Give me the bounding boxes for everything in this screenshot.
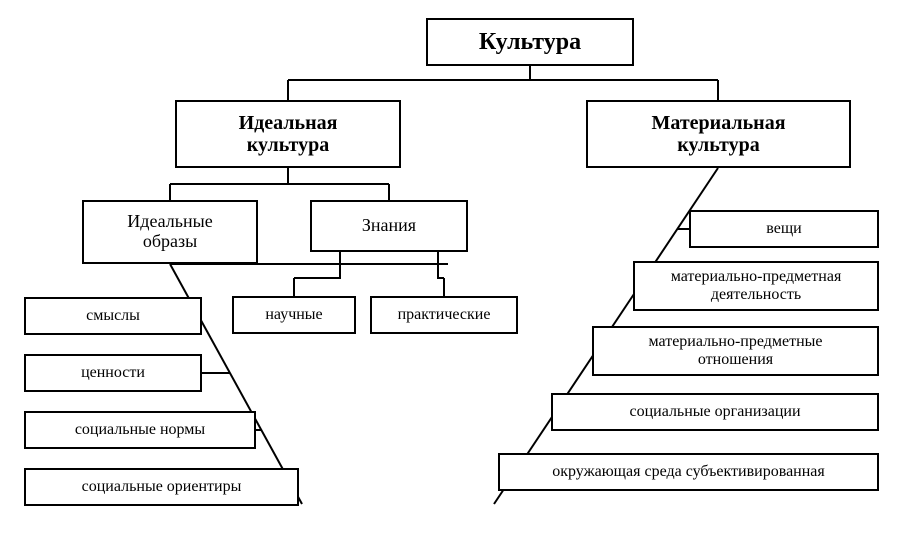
node-things: вещи (689, 210, 879, 248)
node-relations: материально-предметные отношения (592, 326, 879, 376)
node-environment: окружающая среда субъективированная (498, 453, 879, 491)
node-knowledge: Знания (310, 200, 468, 252)
node-orgs: социальные организации (551, 393, 879, 431)
node-values: ценности (24, 354, 202, 392)
node-scientific: научные (232, 296, 356, 334)
node-root: Культура (426, 18, 634, 66)
node-images: Идеальные образы (82, 200, 258, 264)
node-material: Материальная культура (586, 100, 851, 168)
node-norms: социальные нормы (24, 411, 256, 449)
node-meanings: смыслы (24, 297, 202, 335)
node-practical: практические (370, 296, 518, 334)
node-ideal: Идеальная культура (175, 100, 401, 168)
node-activity: материально-предметная деятельность (633, 261, 879, 311)
node-landmarks: социальные ориентиры (24, 468, 299, 506)
culture-tree-diagram: Культура Идеальная культура Материальная к… (0, 0, 907, 545)
